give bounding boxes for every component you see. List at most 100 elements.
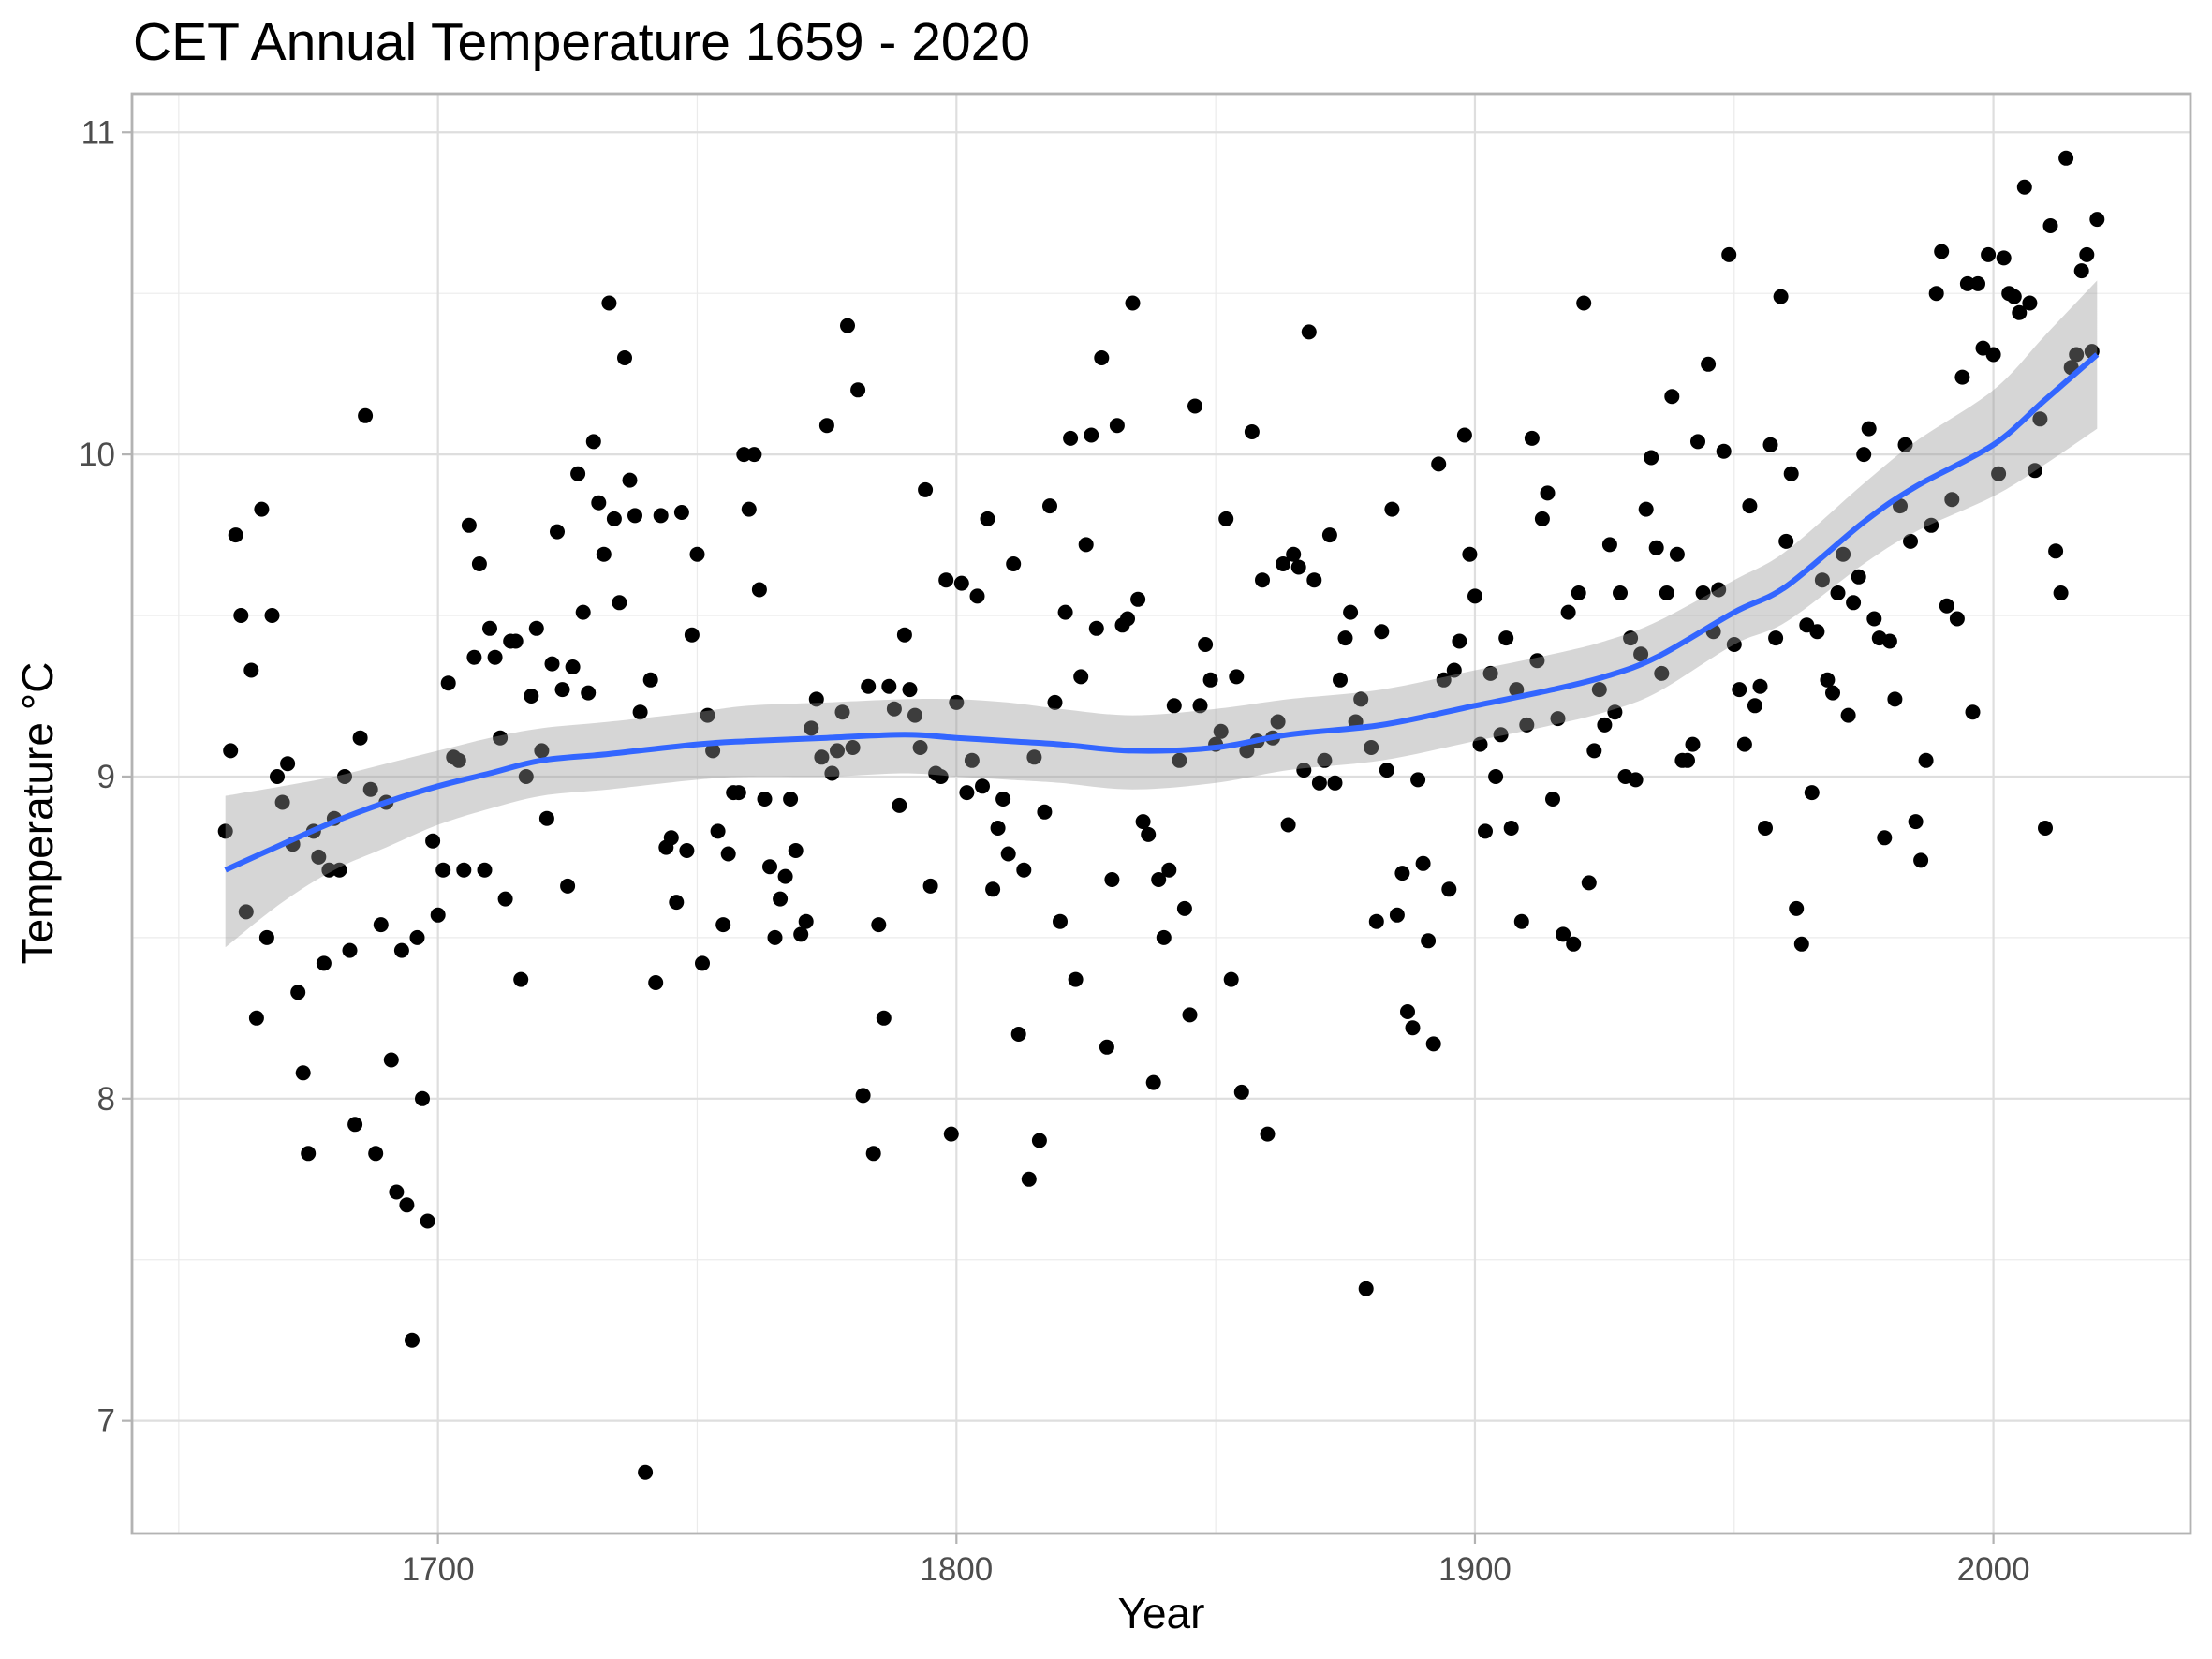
data-point	[482, 620, 497, 636]
data-point	[493, 730, 509, 746]
data-point	[798, 913, 814, 929]
data-point	[1597, 717, 1613, 733]
data-point	[695, 955, 710, 971]
data-point	[1747, 698, 1762, 714]
data-point	[912, 740, 928, 755]
data-point	[1545, 792, 1560, 807]
data-point	[1881, 633, 1897, 649]
data-point	[1866, 611, 1882, 627]
data-point	[1094, 350, 1110, 365]
data-point	[550, 524, 565, 540]
data-point	[1286, 546, 1302, 562]
data-point	[1176, 900, 1192, 916]
data-point	[1701, 356, 1717, 372]
data-point	[264, 608, 280, 623]
data-point	[1836, 546, 1851, 562]
data-point	[1321, 527, 1337, 543]
data-point	[1918, 752, 1934, 768]
data-point	[575, 604, 591, 620]
data-point	[1513, 913, 1529, 929]
data-point	[1202, 672, 1218, 688]
data-point	[959, 785, 975, 801]
panel-border	[130, 92, 2192, 1535]
data-point	[228, 527, 243, 543]
data-point	[1311, 775, 1327, 791]
data-point	[1814, 572, 1830, 588]
data-point	[332, 862, 347, 878]
data-point	[1581, 875, 1597, 891]
data-point	[1301, 324, 1317, 340]
data-point	[1711, 582, 1727, 598]
data-point	[1783, 466, 1799, 481]
data-point	[808, 691, 824, 707]
data-point	[295, 1065, 311, 1081]
data-point	[316, 955, 332, 971]
data-point	[1628, 772, 1644, 788]
data-point	[1633, 646, 1649, 662]
data-point	[814, 749, 830, 765]
data-point	[389, 1184, 405, 1200]
data-point	[362, 781, 378, 797]
data-point	[1239, 743, 1255, 759]
data-point	[1482, 665, 1498, 681]
data-point	[2032, 411, 2048, 427]
data-point	[1924, 517, 1939, 533]
data-point	[855, 1088, 871, 1104]
data-point	[1400, 1004, 1415, 1019]
data-point	[1758, 821, 1773, 836]
data-point	[497, 891, 513, 907]
data-point	[762, 859, 777, 875]
data-point	[1343, 604, 1359, 620]
data-point	[1192, 698, 1208, 714]
data-point	[1566, 936, 1582, 952]
data-point	[1333, 672, 1348, 688]
data-point	[1130, 591, 1146, 607]
x-tick-label: 1900	[1438, 1551, 1512, 1588]
y-tick-label: 9	[97, 759, 115, 795]
data-point	[2079, 246, 2095, 262]
data-point	[1685, 736, 1701, 752]
data-point	[1648, 540, 1664, 555]
data-point	[383, 1052, 399, 1068]
data-point	[1586, 743, 1602, 759]
data-point	[938, 572, 954, 588]
data-point	[746, 447, 762, 463]
data-point	[1809, 624, 1825, 640]
data-point	[705, 743, 721, 759]
data-point	[1985, 347, 2001, 363]
data-point	[730, 785, 746, 801]
data-point	[617, 350, 632, 365]
data-point	[585, 434, 601, 450]
data-point	[861, 678, 877, 694]
confidence-band	[225, 280, 2098, 948]
data-point	[1456, 427, 1472, 443]
data-point	[1939, 598, 1954, 614]
data-point	[513, 971, 529, 987]
smooth-line	[224, 352, 2100, 873]
data-point	[352, 730, 368, 746]
data-point	[1742, 498, 1758, 514]
data-point	[425, 833, 441, 849]
data-point	[440, 675, 456, 691]
data-point	[845, 740, 861, 755]
data-point	[1010, 1027, 1026, 1042]
y-tick-label: 10	[79, 437, 115, 473]
data-point	[2058, 150, 2074, 166]
data-point	[1172, 752, 1187, 768]
data-point	[1073, 669, 1089, 685]
data-point	[280, 756, 296, 772]
data-point	[2048, 543, 2064, 559]
data-point	[565, 659, 581, 674]
data-point	[1540, 485, 1556, 501]
data-point	[990, 821, 1006, 836]
data-point	[1280, 817, 1296, 833]
data-point	[793, 926, 809, 942]
data-point	[1452, 633, 1467, 649]
data-point	[528, 620, 544, 636]
data-point	[896, 627, 912, 643]
data-point	[347, 1117, 363, 1133]
data-point	[922, 878, 938, 894]
data-point	[1654, 665, 1670, 681]
data-point	[1353, 691, 1369, 707]
data-point	[1068, 971, 1084, 987]
